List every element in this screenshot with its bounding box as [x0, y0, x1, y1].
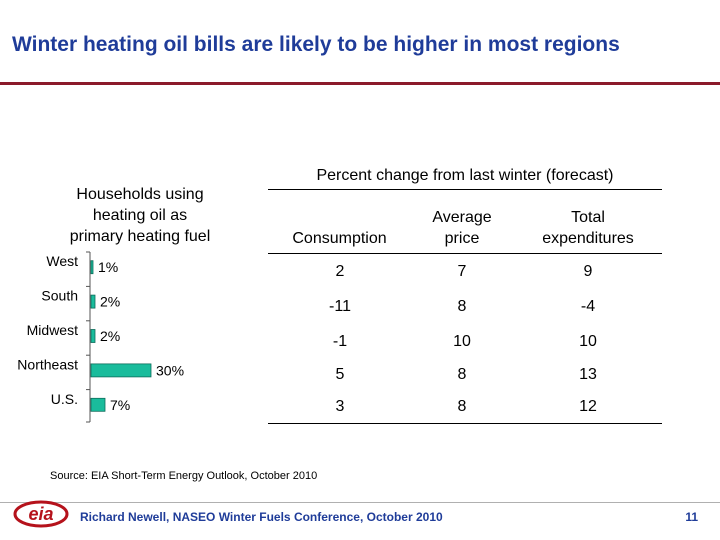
table-bottom-rule [268, 423, 662, 424]
page-number: 11 [685, 510, 698, 524]
logo-text: eia [28, 504, 53, 524]
bar [90, 294, 96, 309]
bar-chart-title: Households using heating oil as primary … [40, 184, 240, 247]
column-header-consumption: Consumption [282, 207, 397, 249]
bar [90, 260, 94, 275]
column-header-line: Consumption [292, 230, 387, 247]
bar [90, 363, 152, 378]
column-header-line: price [444, 230, 480, 247]
bar-chart-title-line-2: heating oil as [92, 207, 188, 224]
table-cell: 7 [457, 263, 467, 280]
table-header-rule [268, 253, 662, 254]
table-cell: 9 [583, 263, 593, 280]
footer-text: Richard Newell, NASEO Winter Fuels Confe… [80, 510, 443, 524]
bar-chart-title-line-1: Households using [76, 186, 204, 203]
column-header-total-expenditures: Total expenditures [523, 207, 653, 249]
households-bar-chart: West 1% South 2% Midwest 2% Northeast 30% U.S. 7% [17, 251, 184, 423]
slide-title: Winter heating oil bills are likely to b… [12, 33, 620, 56]
column-header-line: Average [432, 209, 492, 226]
table-cell: 8 [457, 398, 467, 415]
bar [90, 329, 96, 343]
category-label: South [41, 288, 78, 304]
category-label: West [46, 253, 78, 269]
table-cell: 3 [335, 398, 345, 415]
eia-logo-icon: eia [13, 500, 69, 528]
column-header-average-price: Average price [407, 207, 517, 249]
category-label: U.S. [51, 391, 78, 407]
table-cell: 13 [579, 366, 597, 383]
bar [90, 397, 106, 412]
table-title: Percent change from last winter (forecas… [316, 167, 614, 184]
table-cell: 10 [453, 333, 471, 350]
column-header-line [282, 207, 397, 228]
table-cell: 8 [457, 298, 467, 315]
table-cell: 10 [579, 333, 597, 350]
table-cell: 8 [457, 366, 467, 383]
table-cell: 2 [335, 263, 345, 280]
data-label: 2% [100, 294, 120, 310]
source-note: Source: EIA Short-Term Energy Outlook, O… [50, 470, 318, 482]
data-label: 1% [98, 259, 118, 275]
data-label: 7% [110, 397, 130, 413]
title-divider [0, 82, 720, 85]
table-cell: -1 [332, 333, 348, 350]
category-label: Midwest [27, 322, 78, 338]
table-cell: 12 [579, 398, 597, 415]
table-cell: -11 [329, 298, 351, 315]
bar-chart-title-line-3: primary heating fuel [69, 228, 211, 245]
column-header-line: expenditures [542, 230, 634, 247]
table-cell: 5 [335, 366, 345, 383]
data-label: 2% [100, 328, 120, 344]
table-cell: -4 [580, 298, 596, 315]
table-top-rule [268, 189, 662, 190]
column-header-line: Total [571, 209, 605, 226]
category-label: Northeast [17, 356, 78, 372]
data-label: 30% [156, 362, 184, 378]
footer-divider [0, 502, 720, 503]
